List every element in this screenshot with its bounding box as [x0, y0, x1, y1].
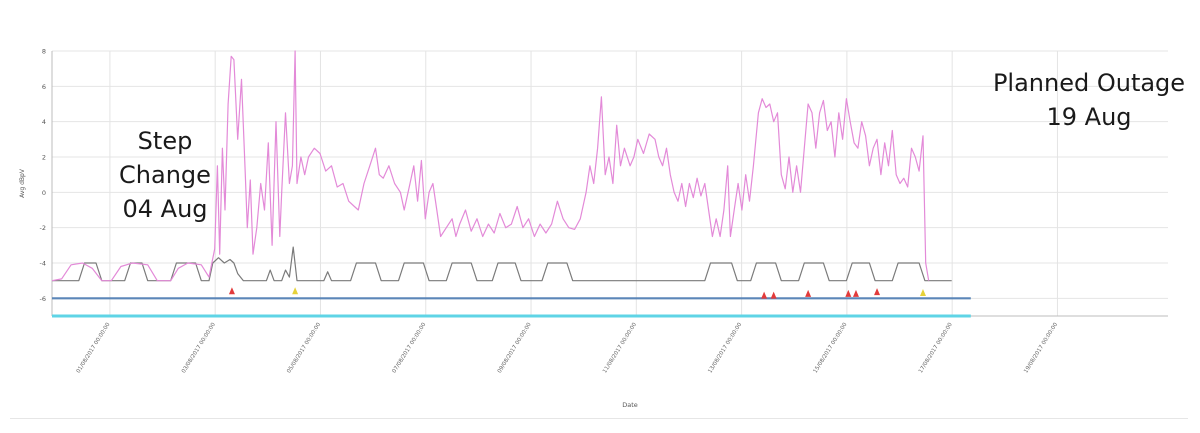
- step-change-line-2: Change: [119, 161, 211, 189]
- step-change-line-3: 04 Aug: [122, 195, 208, 223]
- event-marker-red: [874, 288, 881, 296]
- series-line-pink: [51, 50, 930, 282]
- y-axis-title: Avg dBpV: [19, 168, 26, 198]
- planned-outage-line-1: Planned Outage: [992, 69, 1186, 97]
- event-marker-red: [845, 289, 852, 297]
- series-line-gray: [52, 246, 952, 282]
- x-tick-label: 05/08/2017 00:00:00: [286, 321, 322, 374]
- y-tick-label: -4: [40, 260, 46, 268]
- x-tick-label: 15/08/2017 00:00:00: [813, 321, 849, 374]
- x-tick-label: 11/08/2017 00:00:00: [602, 321, 638, 374]
- event-marker-red: [770, 291, 777, 299]
- y-tick-label: -6: [40, 295, 46, 303]
- event-marker-yellow: [919, 289, 926, 297]
- y-tick-label: 0: [42, 189, 46, 197]
- y-tick-label: -2: [40, 224, 46, 232]
- event-marker-red: [761, 291, 768, 299]
- chart-panel: 8 6 4 2 0 -2 -4 -6 01/08/2017 00:00:00 03/08/2017…: [10, 22, 1188, 419]
- y-tick-label: 4: [42, 118, 46, 126]
- event-marker-yellow: [292, 287, 299, 295]
- x-tick-label: 03/08/2017 00:00:00: [181, 321, 217, 374]
- x-tick-label: 09/08/2017 00:00:00: [497, 321, 533, 374]
- event-marker-red: [852, 289, 859, 297]
- step-change-line-1: Step: [137, 127, 193, 155]
- x-tick-label: 19/08/2017 00:00:00: [1023, 321, 1059, 374]
- y-tick-label: 6: [42, 83, 46, 91]
- step-change-annotation: Step Change 04 Aug: [106, 124, 224, 226]
- planned-outage-line-2: 19 Aug: [1046, 103, 1132, 131]
- y-tick-label: 2: [42, 154, 46, 162]
- line-chart: 8 6 4 2 0 -2 -4 -6 01/08/2017 00:00:00 03/08/2017…: [19, 48, 1168, 409]
- event-marker-red: [228, 287, 235, 295]
- x-tick-label: 17/08/2017 00:00:00: [918, 321, 954, 374]
- x-tick-label: 07/08/2017 00:00:00: [392, 321, 428, 374]
- x-tick-label: 01/08/2017 00:00:00: [76, 321, 112, 374]
- y-tick-label: 8: [42, 48, 46, 56]
- planned-outage-annotation: Planned Outage 19 Aug: [976, 66, 1200, 134]
- x-axis-title: Date: [622, 401, 638, 409]
- event-marker-red: [805, 289, 812, 297]
- x-tick-label: 13/08/2017 00:00:00: [707, 321, 743, 374]
